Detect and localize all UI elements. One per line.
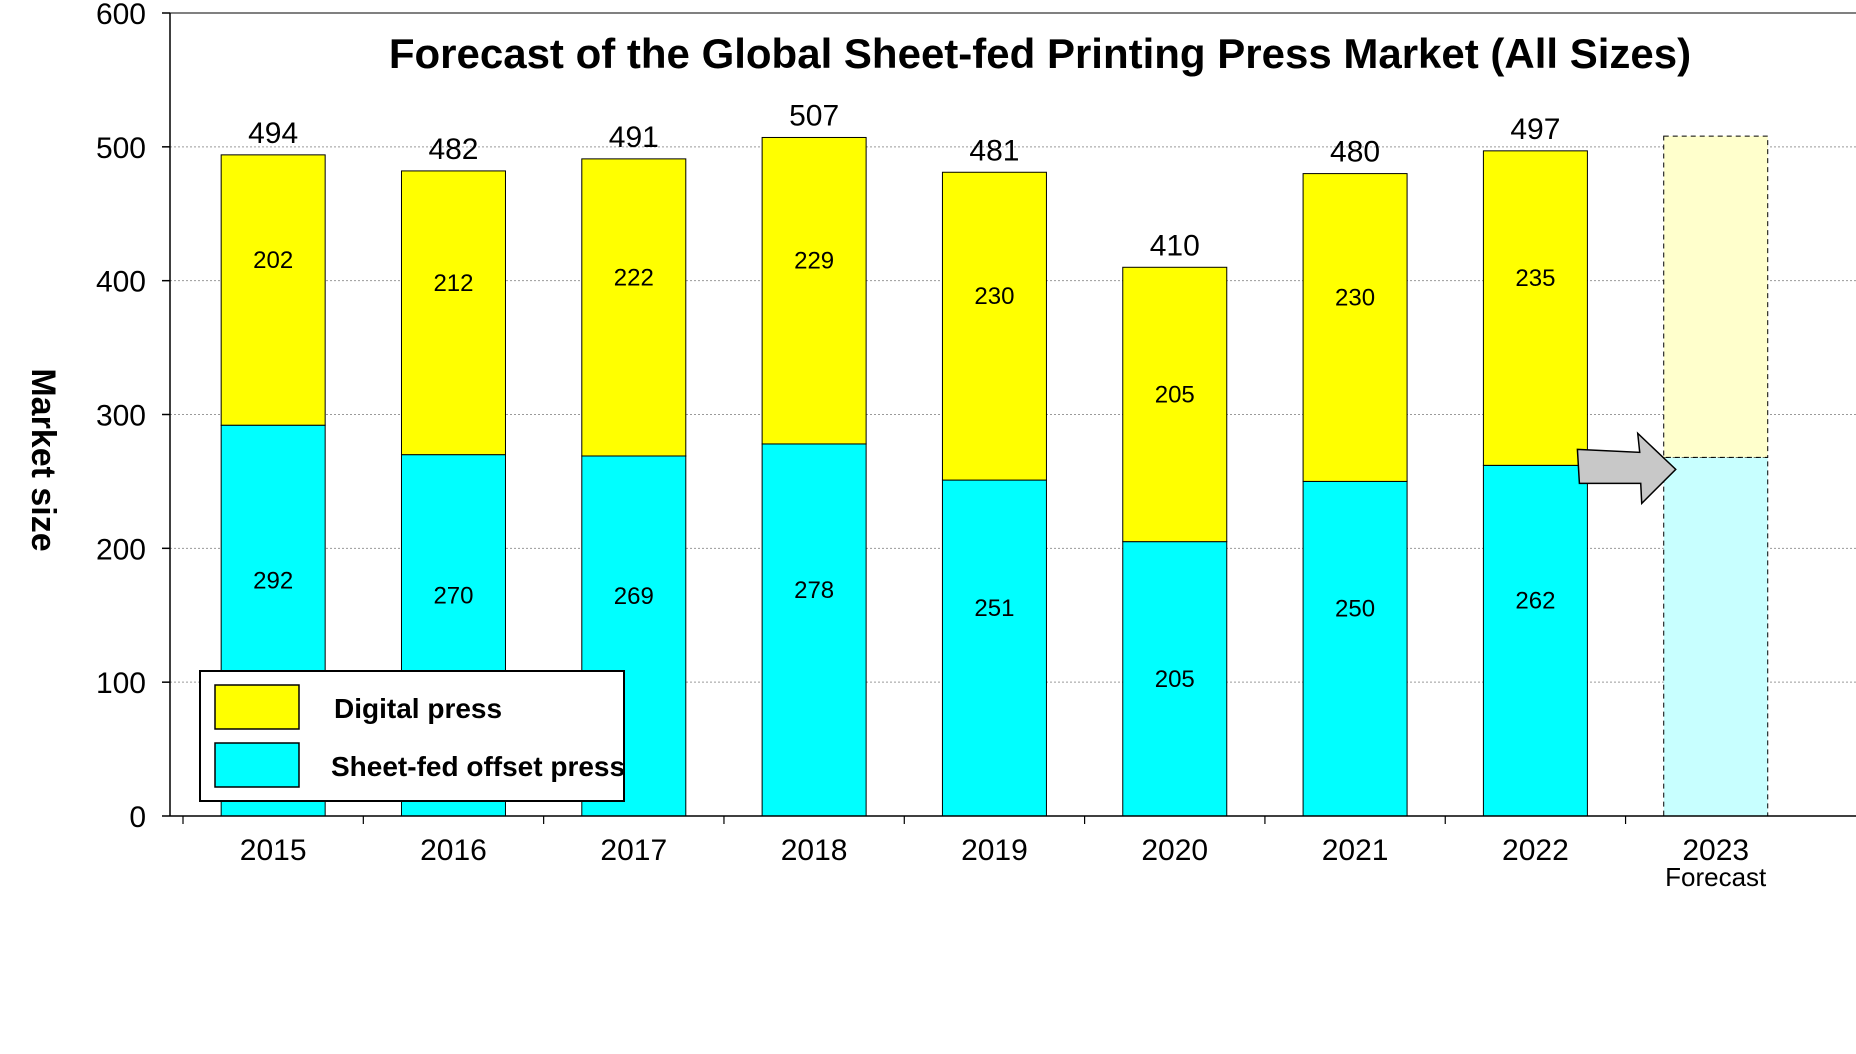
data-label-sheet-fed-offset: 250 xyxy=(1335,596,1375,623)
bar-sheet-fed-offset-2020 xyxy=(1122,541,1228,817)
legend-swatch xyxy=(214,742,300,788)
data-label-total: 480 xyxy=(1330,136,1380,169)
data-label-sheet-fed-offset: 262 xyxy=(1515,588,1555,615)
data-label-total: 481 xyxy=(969,134,1019,167)
chart-title: Forecast of the Global Sheet-fed Printin… xyxy=(389,30,1691,77)
x-tick-label-2017: 2017 xyxy=(600,834,667,867)
y-tick-label: 500 xyxy=(96,132,146,165)
x-tick-label-2015: 2015 xyxy=(240,834,307,867)
data-label-sheet-fed-offset: 270 xyxy=(433,582,473,609)
x-tick-sublabel: Forecast xyxy=(1665,862,1767,892)
legend-label: Sheet-fed offset press xyxy=(331,751,625,782)
data-label-total: 491 xyxy=(609,121,659,154)
data-label-total: 507 xyxy=(789,99,839,132)
data-label-total: 482 xyxy=(428,133,478,166)
data-label-digital-press: 229 xyxy=(794,248,834,275)
bar-sheet-fed-offset-2022 xyxy=(1482,464,1588,817)
data-label-digital-press: 202 xyxy=(253,247,293,274)
data-label-digital-press: 205 xyxy=(1155,381,1195,408)
bar-sheet-fed-offset-2021 xyxy=(1302,480,1408,817)
bar-digital-press-2015 xyxy=(220,154,326,426)
x-tick-label-2021: 2021 xyxy=(1322,834,1389,867)
x-tick-label-2016: 2016 xyxy=(420,834,487,867)
data-label-sheet-fed-offset: 269 xyxy=(614,583,654,610)
data-label-digital-press: 222 xyxy=(614,264,654,291)
x-tick-label-2022: 2022 xyxy=(1502,834,1569,867)
x-tick-label-2020: 2020 xyxy=(1141,834,1208,867)
y-tick-label: 200 xyxy=(96,533,146,566)
bar-sheet-fed-offset-2017 xyxy=(581,455,687,817)
data-label-total: 494 xyxy=(248,117,298,150)
bar-digital-press-2018 xyxy=(761,136,867,445)
y-tick-label: 0 xyxy=(129,801,146,834)
bar-sheet-fed-offset-2018 xyxy=(761,443,867,817)
data-labels: 292 202 494 270 212 482 269 222 491 278 229 507 251 2… xyxy=(248,99,1677,693)
data-label-digital-press: 212 xyxy=(433,270,473,297)
bar-digital-press-2019 xyxy=(941,171,1047,481)
legend-swatch xyxy=(214,684,300,730)
axes: 0 100 200 300 400 500 600 2015 2016 2017 2018 2019 2… xyxy=(96,0,1856,892)
data-label-sheet-fed-offset: 205 xyxy=(1155,666,1195,693)
bar-digital-press-2022 xyxy=(1482,150,1588,466)
bar-digital-press-2020 xyxy=(1122,266,1228,543)
data-label-digital-press: 230 xyxy=(974,283,1014,310)
legend: Digital press Sheet-fed offset press xyxy=(199,670,625,802)
forecast-arrow xyxy=(1576,431,1677,506)
bar-sheet-fed-offset-2019 xyxy=(941,479,1047,817)
bar-digital-press-2021 xyxy=(1302,173,1408,482)
data-label-total: 410 xyxy=(1150,229,1200,262)
y-tick-label: 100 xyxy=(96,667,146,700)
data-label-sheet-fed-offset: 292 xyxy=(253,568,293,595)
bar-digital-press-2023 xyxy=(1663,135,1769,458)
y-tick-label: 600 xyxy=(96,0,146,31)
data-label-sheet-fed-offset: 278 xyxy=(794,577,834,604)
data-label-digital-press: 230 xyxy=(1335,285,1375,312)
data-label-digital-press: 235 xyxy=(1515,265,1555,292)
data-label-sheet-fed-offset: 251 xyxy=(974,595,1014,622)
x-tick-label-2018: 2018 xyxy=(781,834,848,867)
x-tick-label-2023: 2023 xyxy=(1682,834,1749,867)
y-tick-label: 300 xyxy=(96,400,146,433)
y-axis-title: Market size xyxy=(24,368,62,551)
bar-digital-press-2016 xyxy=(400,170,506,456)
y-tick-label: 400 xyxy=(96,266,146,299)
legend-label: Digital press xyxy=(334,693,502,724)
bar-digital-press-2017 xyxy=(581,158,687,457)
data-label-total: 497 xyxy=(1510,113,1560,146)
x-tick-label-2019: 2019 xyxy=(961,834,1028,867)
bar-sheet-fed-offset-2023 xyxy=(1663,456,1769,817)
